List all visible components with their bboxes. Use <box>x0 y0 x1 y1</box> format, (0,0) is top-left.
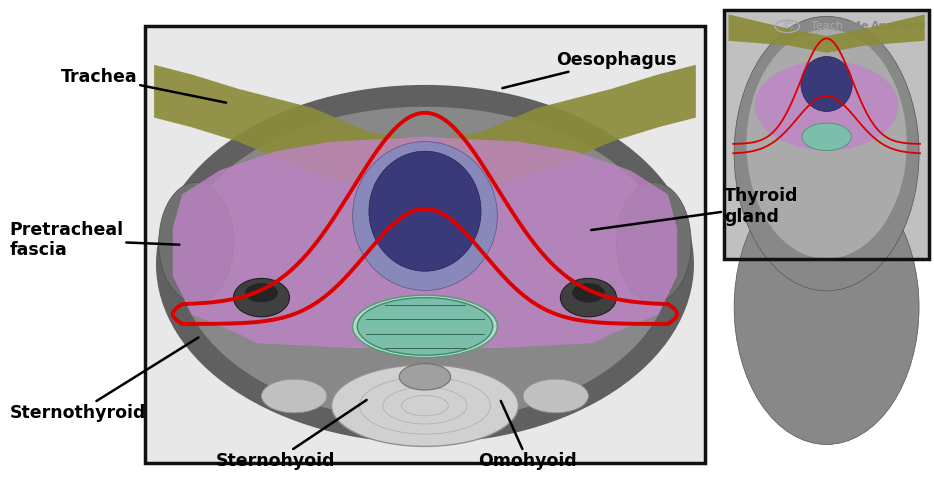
Text: Trachea: Trachea <box>61 68 226 103</box>
Ellipse shape <box>353 295 498 358</box>
Ellipse shape <box>616 182 691 302</box>
Ellipse shape <box>734 16 919 291</box>
Ellipse shape <box>523 379 588 413</box>
Polygon shape <box>173 137 677 348</box>
Ellipse shape <box>332 365 518 446</box>
Text: Oesophagus: Oesophagus <box>502 51 676 88</box>
Ellipse shape <box>801 57 852 111</box>
Ellipse shape <box>560 278 616 317</box>
Text: Teach: Teach <box>811 22 842 31</box>
Ellipse shape <box>156 85 694 443</box>
Ellipse shape <box>353 142 498 290</box>
Polygon shape <box>729 14 925 53</box>
Ellipse shape <box>246 283 278 302</box>
Bar <box>145 26 705 463</box>
Ellipse shape <box>159 182 234 302</box>
Ellipse shape <box>400 364 451 390</box>
Text: Sternothyroid: Sternothyroid <box>9 337 198 422</box>
Text: Me: Me <box>850 22 869 31</box>
Polygon shape <box>154 65 696 194</box>
Ellipse shape <box>746 29 907 259</box>
Ellipse shape <box>572 283 605 302</box>
Text: ©: © <box>781 20 794 33</box>
Text: Pretracheal
fascia: Pretracheal fascia <box>9 221 179 259</box>
Text: Sternohyoid: Sternohyoid <box>216 400 367 470</box>
Ellipse shape <box>755 60 899 151</box>
Ellipse shape <box>358 298 493 355</box>
Ellipse shape <box>369 151 481 271</box>
Bar <box>724 10 929 259</box>
Bar <box>145 26 705 463</box>
Ellipse shape <box>178 107 672 421</box>
Text: Anatomy: Anatomy <box>871 22 927 31</box>
Ellipse shape <box>734 170 919 444</box>
Text: Thyroid
gland: Thyroid gland <box>591 187 799 230</box>
Text: Omohyoid: Omohyoid <box>478 401 577 470</box>
Bar <box>724 10 929 259</box>
Ellipse shape <box>262 379 327 413</box>
Ellipse shape <box>234 278 290 317</box>
Ellipse shape <box>802 123 851 151</box>
